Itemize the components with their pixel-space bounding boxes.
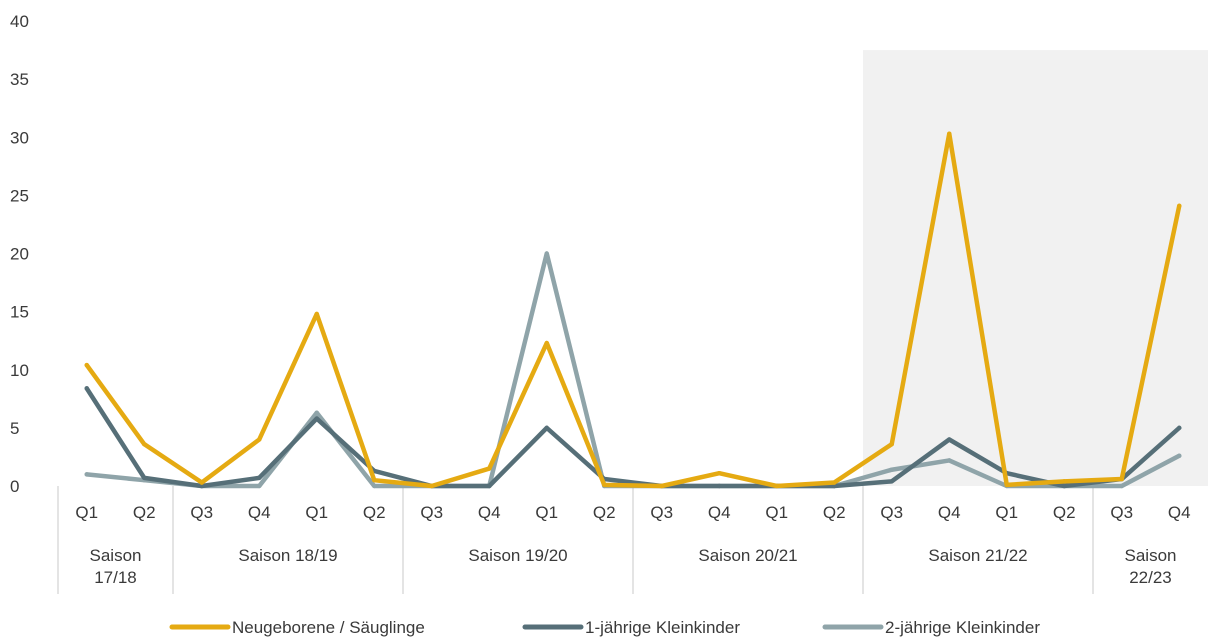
- season-label: Saison 20/21: [698, 546, 797, 565]
- x-tick-label: Q2: [823, 503, 846, 522]
- x-tick-label: Q3: [880, 503, 903, 522]
- data-point: [947, 437, 952, 442]
- legend-label: Neugeborene / Säuglinge: [232, 618, 425, 637]
- data-point: [84, 472, 89, 477]
- data-point: [372, 483, 377, 489]
- y-axis: 0 5 10 15 20 25 30 35 40: [10, 12, 29, 496]
- data-point: [84, 362, 89, 368]
- x-tick-label: Q4: [938, 503, 961, 522]
- x-tick-label: Q3: [650, 503, 673, 522]
- data-point: [717, 471, 722, 476]
- legend-label: 2-jährige Kleinkinder: [885, 618, 1040, 637]
- data-point: [1062, 479, 1067, 484]
- season-label: Saison: [1125, 546, 1177, 565]
- y-tick-label: 0: [10, 477, 19, 496]
- y-tick-label: 5: [10, 419, 19, 438]
- x-tick-label: Q1: [535, 503, 558, 522]
- y-tick-label: 25: [10, 186, 29, 205]
- season-label: Saison 19/20: [468, 546, 567, 565]
- data-point: [314, 416, 319, 421]
- highlight-region-layer: [863, 50, 1208, 486]
- data-point: [832, 483, 837, 489]
- y-tick-label: 15: [10, 303, 29, 322]
- data-point: [429, 483, 434, 489]
- data-point: [1062, 483, 1067, 489]
- data-point: [372, 477, 377, 483]
- data-point: [257, 437, 262, 442]
- data-point: [889, 467, 894, 472]
- data-point: [1177, 203, 1182, 209]
- series-layer: [84, 131, 1182, 489]
- x-tick-label: Q4: [708, 503, 731, 522]
- legend-label: 1-jährige Kleinkinder: [585, 618, 740, 637]
- data-point: [1177, 425, 1182, 431]
- data-point: [142, 441, 147, 447]
- data-point: [544, 251, 549, 256]
- data-point: [889, 479, 894, 484]
- data-point: [314, 311, 319, 317]
- data-point: [1119, 483, 1124, 489]
- season-label: Saison 18/19: [238, 546, 337, 565]
- y-tick-label: 30: [10, 128, 29, 147]
- season-label: Saison 21/22: [928, 546, 1027, 565]
- y-tick-label: 10: [10, 361, 29, 380]
- y-tick-label: 40: [10, 12, 29, 31]
- data-point: [84, 386, 89, 391]
- y-tick-label: 20: [10, 245, 29, 264]
- x-tick-label: Q1: [765, 503, 788, 522]
- data-point: [314, 410, 319, 415]
- x-tick-label: Q4: [1168, 503, 1191, 522]
- series-line: [84, 131, 1182, 489]
- data-point: [947, 131, 952, 136]
- x-tick-label: Q2: [593, 503, 616, 522]
- data-point: [717, 483, 722, 489]
- data-point: [659, 483, 664, 489]
- x-tick-label: Q2: [133, 503, 156, 522]
- data-point: [199, 483, 204, 489]
- data-point: [832, 480, 837, 485]
- data-point: [774, 483, 779, 489]
- data-point: [889, 441, 894, 447]
- x-tick-label: Q1: [995, 503, 1018, 522]
- data-point: [257, 475, 262, 481]
- data-point: [1004, 482, 1009, 488]
- x-tick-label: Q1: [75, 503, 98, 522]
- x-axis: Saison 17/18 Saison 18/19 Saison 19/20 Saiso…: [57, 486, 1191, 594]
- data-point: [142, 475, 147, 481]
- x-tick-label: Q3: [420, 503, 443, 522]
- y-tick-label: 35: [10, 70, 29, 89]
- x-tick-label: Q3: [1110, 503, 1133, 522]
- x-tick-label: Q2: [1053, 503, 1076, 522]
- x-tick-label: Q2: [363, 503, 386, 522]
- season-label: 22/23: [1129, 568, 1172, 587]
- data-point: [257, 483, 262, 489]
- data-point: [544, 340, 549, 346]
- data-point: [947, 458, 952, 463]
- data-point: [544, 425, 549, 431]
- x-tick-label: Q3: [190, 503, 213, 522]
- data-point: [487, 466, 492, 471]
- x-tick-label: Q1: [305, 503, 328, 522]
- data-point: [1177, 453, 1182, 458]
- legend: Neugeborene / Säuglinge 1-jährige Kleinki…: [169, 618, 1040, 637]
- series-line: [84, 386, 1182, 489]
- data-point: [602, 482, 607, 488]
- data-point: [487, 483, 492, 489]
- x-tick-label: Q4: [478, 503, 501, 522]
- season-label: Saison: [90, 546, 142, 565]
- x-tick-label: Q4: [248, 503, 271, 522]
- season-label: 17/18: [94, 568, 137, 587]
- highlight-region: [863, 50, 1208, 486]
- data-point: [199, 480, 204, 485]
- data-point: [1119, 476, 1124, 482]
